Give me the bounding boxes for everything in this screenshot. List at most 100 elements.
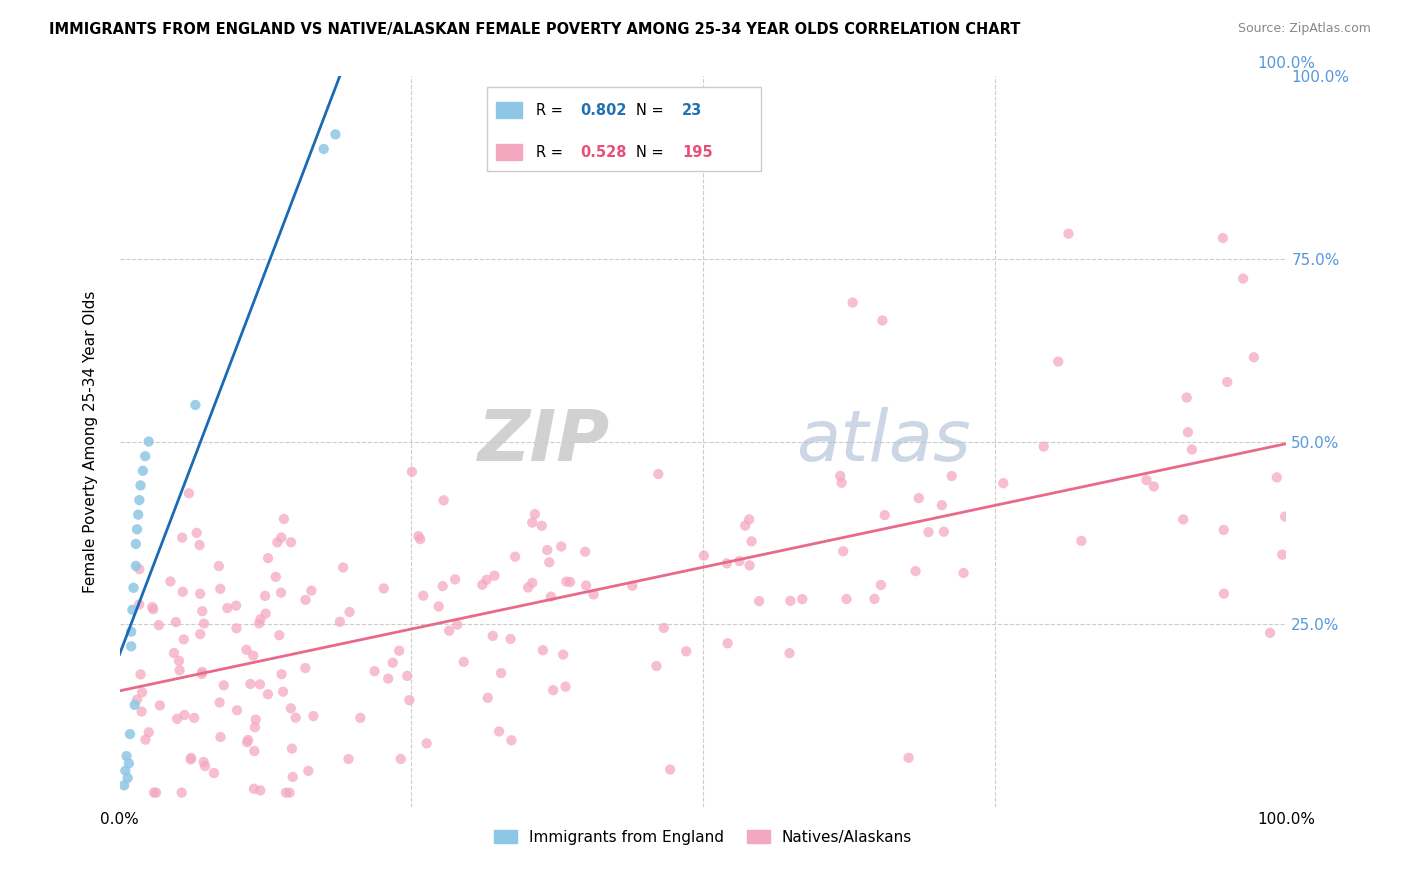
Point: [388, 644, 411, 658]
Point: [481, 629, 503, 643]
Point: [499, 632, 522, 646]
Point: [717, 636, 740, 650]
Point: [159, 574, 181, 589]
Point: [302, 709, 325, 723]
Point: [257, 687, 280, 701]
Point: [131, 685, 153, 699]
Point: [145, 786, 167, 800]
Point: [273, 512, 295, 526]
Point: [1175, 391, 1198, 405]
Point: [779, 594, 801, 608]
Point: [264, 570, 287, 584]
Point: [398, 693, 420, 707]
Point: [243, 744, 266, 758]
Text: 0.528: 0.528: [581, 145, 627, 160]
Point: [1232, 271, 1254, 285]
Point: [121, 603, 143, 617]
Point: [872, 313, 894, 327]
Point: [127, 508, 149, 522]
Point: [125, 537, 148, 551]
Point: [560, 574, 582, 589]
Point: [217, 601, 239, 615]
Point: [193, 755, 215, 769]
Point: [931, 498, 953, 512]
Point: [202, 766, 225, 780]
Point: [257, 551, 280, 566]
Point: [863, 591, 886, 606]
Point: [779, 646, 801, 660]
Point: [693, 549, 716, 563]
Point: [832, 544, 855, 558]
Text: N =: N =: [637, 103, 669, 118]
Point: [184, 398, 207, 412]
Point: [870, 578, 893, 592]
Point: [118, 756, 141, 771]
Point: [226, 703, 249, 717]
Point: [128, 598, 150, 612]
Point: [1243, 351, 1265, 365]
Point: [389, 752, 412, 766]
Point: [536, 543, 558, 558]
Point: [243, 781, 266, 796]
Point: [1265, 470, 1288, 484]
Text: 23: 23: [682, 103, 702, 118]
Point: [188, 587, 211, 601]
Point: [167, 654, 190, 668]
Point: [1047, 354, 1070, 368]
Point: [118, 727, 141, 741]
Point: [249, 783, 271, 797]
Point: [488, 724, 510, 739]
Point: [132, 464, 155, 478]
Text: atlas: atlas: [796, 407, 972, 476]
Point: [550, 540, 572, 554]
Point: [531, 643, 554, 657]
Point: [191, 604, 214, 618]
Point: [841, 295, 863, 310]
Point: [738, 512, 761, 526]
Point: [907, 491, 929, 505]
Point: [125, 558, 148, 573]
Point: [1212, 523, 1234, 537]
Point: [180, 751, 202, 765]
Point: [427, 599, 450, 614]
Text: 0.802: 0.802: [581, 103, 627, 118]
Point: [904, 564, 927, 578]
Point: [652, 621, 675, 635]
Point: [209, 582, 232, 596]
Point: [270, 585, 292, 599]
Point: [284, 711, 307, 725]
FancyBboxPatch shape: [486, 87, 762, 171]
Point: [247, 616, 270, 631]
Point: [932, 524, 955, 539]
Point: [120, 640, 142, 654]
Point: [134, 449, 156, 463]
Point: [120, 624, 142, 639]
Point: [125, 522, 148, 536]
Point: [186, 525, 208, 540]
Point: [1216, 375, 1239, 389]
Point: [128, 562, 150, 576]
Point: [339, 605, 361, 619]
Point: [243, 720, 266, 734]
Point: [530, 518, 553, 533]
Point: [538, 555, 561, 569]
Point: [124, 698, 146, 712]
Point: [193, 616, 215, 631]
Point: [235, 642, 257, 657]
Point: [236, 735, 259, 749]
Text: IMMIGRANTS FROM ENGLAND VS NATIVE/ALASKAN FEMALE POVERTY AMONG 25-34 YEAR OLDS C: IMMIGRANTS FROM ENGLAND VS NATIVE/ALASKA…: [49, 22, 1021, 37]
Point: [471, 578, 494, 592]
Point: [1181, 442, 1204, 457]
Point: [208, 696, 231, 710]
Point: [172, 584, 194, 599]
Point: [180, 752, 202, 766]
Point: [212, 678, 235, 692]
Point: [266, 535, 288, 549]
Point: [484, 568, 506, 582]
Point: [412, 589, 434, 603]
Point: [294, 661, 316, 675]
Point: [236, 733, 259, 747]
Point: [163, 646, 186, 660]
Point: [1212, 231, 1234, 245]
Point: [332, 560, 354, 574]
